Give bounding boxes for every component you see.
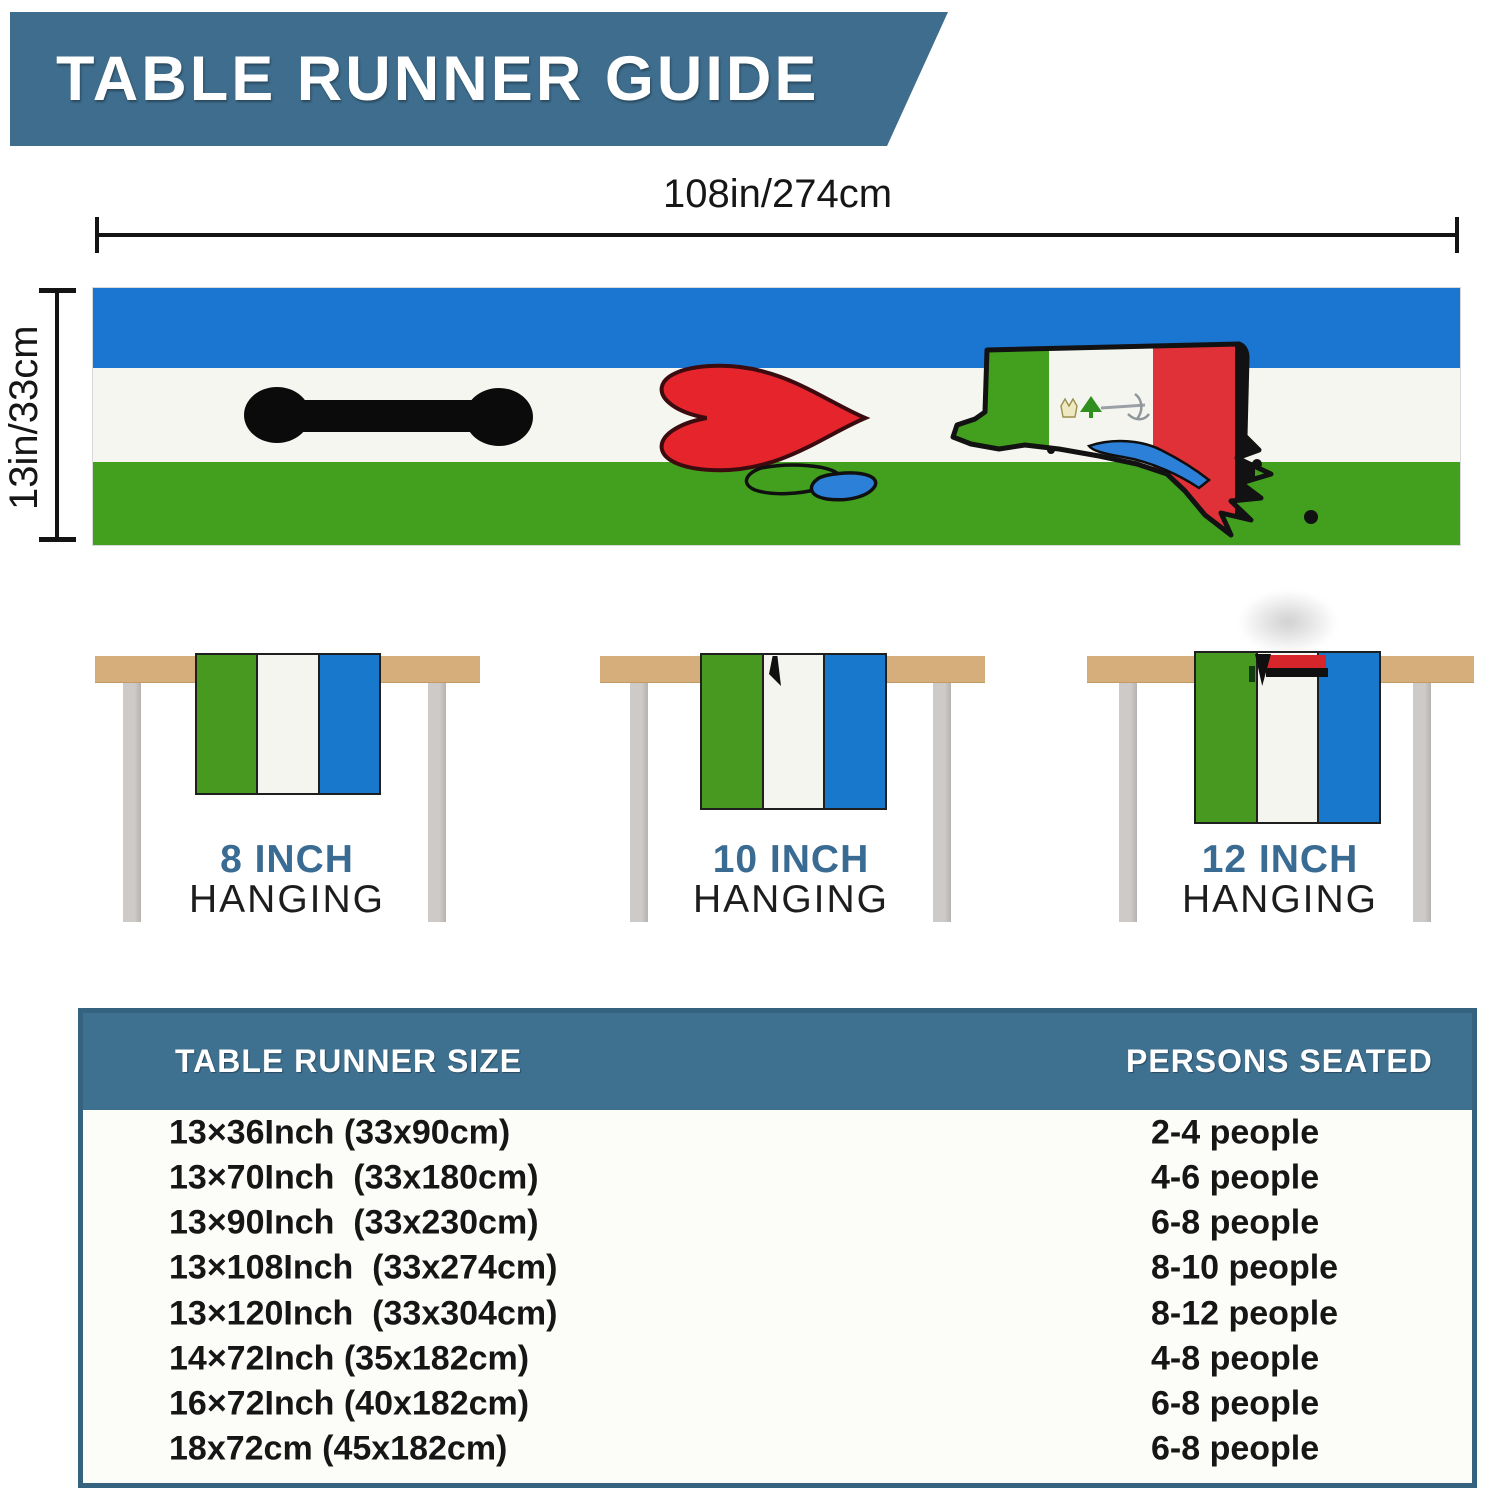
persons-cell: 8-12 people	[1151, 1294, 1339, 1333]
hanging-runner	[195, 653, 381, 795]
design-peek-black-band	[1266, 668, 1328, 677]
table-leg	[630, 681, 648, 922]
table-row: 18x72cm (45x182cm) 6-8 people	[83, 1427, 1472, 1472]
page-title: TABLE RUNNER GUIDE	[56, 44, 820, 114]
hanging-word-label: HANGING	[188, 878, 385, 921]
hanging-length-label: 8 INCH	[220, 838, 354, 881]
heart-icon	[662, 366, 866, 470]
runner-blue-panel	[319, 655, 379, 793]
table-row: 13×108Inch (33x274cm) 8-10 people	[83, 1246, 1472, 1291]
runner-white-panel	[258, 655, 318, 793]
table-row: 13×70Inch (33x180cm) 4-6 people	[83, 1155, 1472, 1200]
print-smudge	[1238, 590, 1338, 654]
column-header-persons: PERSONS SEATED	[1126, 1043, 1433, 1079]
size-cell: 13×70Inch (33x180cm)	[169, 1158, 539, 1197]
table-leg	[1413, 681, 1431, 922]
runner-height-dimension-label: 13in/33cm	[2, 325, 46, 510]
width-dimension-tick-left	[95, 217, 99, 253]
size-cell: 14×72Inch (35x182cm)	[169, 1339, 530, 1378]
height-dimension-line	[55, 290, 59, 540]
height-dimension-tick-top	[39, 288, 76, 293]
persons-cell: 6-8 people	[1151, 1429, 1320, 1468]
table-leg	[933, 681, 951, 922]
i-glyph	[244, 387, 533, 446]
size-cell: 13×108Inch (33x274cm)	[169, 1248, 558, 1287]
size-cell: 18x72cm (45x182cm)	[169, 1429, 508, 1468]
hanging-word-label: HANGING	[692, 878, 889, 921]
hanging-length-label: 12 INCH	[1201, 838, 1359, 881]
size-cell: 13×120Inch (33x304cm)	[169, 1294, 558, 1333]
size-cell: 13×36Inch (33x90cm)	[169, 1113, 511, 1152]
persons-cell: 4-6 people	[1151, 1158, 1320, 1197]
size-cell: 13×90Inch (33x230cm)	[169, 1203, 539, 1242]
runner-green-panel	[1196, 653, 1256, 822]
runner-white-panel	[763, 655, 824, 808]
runner-blue-panel	[1319, 653, 1380, 822]
runner-green-panel	[197, 655, 257, 793]
design-peek-red-band	[1262, 655, 1326, 669]
runner-green-panel	[702, 655, 762, 808]
persons-cell: 6-8 people	[1151, 1203, 1320, 1242]
height-dimension-tick-bottom	[39, 537, 76, 542]
width-dimension-line	[95, 233, 1459, 237]
hanging-length-label: 10 INCH	[712, 838, 870, 881]
hanging-runner	[700, 653, 887, 810]
size-chart-rows: 13×36Inch (33x90cm) 2-4 people 13×70Inch…	[83, 1110, 1472, 1472]
persons-cell: 4-8 people	[1151, 1339, 1320, 1378]
coat-of-arms	[1060, 392, 1151, 421]
runner-artwork	[244, 341, 1318, 538]
persons-cell: 6-8 people	[1151, 1384, 1320, 1423]
size-chart-header: TABLE RUNNER SIZE PERSONS SEATED	[83, 1013, 1472, 1110]
table-leg	[428, 681, 446, 922]
hanging-word-label: HANGING	[1181, 878, 1378, 921]
persons-cell: 8-10 people	[1151, 1248, 1339, 1287]
bioko-island	[744, 463, 878, 502]
title-banner: TABLE RUNNER GUIDE	[10, 12, 948, 146]
table-row: 13×120Inch (33x304cm) 8-12 people	[83, 1291, 1472, 1336]
table-runner-preview	[92, 287, 1461, 546]
table-leg	[123, 681, 141, 922]
runner-width-dimension-label: 108in/274cm	[662, 172, 893, 216]
runner-blue-panel	[825, 655, 886, 808]
design-peek-green-dash	[1249, 666, 1255, 682]
table-row: 13×90Inch (33x230cm) 6-8 people	[83, 1201, 1472, 1246]
table-row: 14×72Inch (35x182cm) 4-8 people	[83, 1336, 1472, 1381]
width-dimension-tick-right	[1455, 217, 1459, 253]
runner-white-panel	[1257, 653, 1318, 822]
hanging-runner	[1194, 651, 1381, 824]
table-leg	[1119, 681, 1137, 922]
table-row: 13×36Inch (33x90cm) 2-4 people	[83, 1110, 1472, 1155]
persons-cell: 2-4 people	[1151, 1113, 1320, 1152]
table-row: 16×72Inch (40x182cm) 6-8 people	[83, 1382, 1472, 1427]
column-header-size: TABLE RUNNER SIZE	[175, 1043, 523, 1079]
equatorial-guinea-flag-map	[950, 341, 1318, 538]
size-cell: 16×72Inch (40x182cm)	[169, 1384, 530, 1423]
size-chart: TABLE RUNNER SIZE PERSONS SEATED 13×36In…	[78, 1008, 1477, 1488]
